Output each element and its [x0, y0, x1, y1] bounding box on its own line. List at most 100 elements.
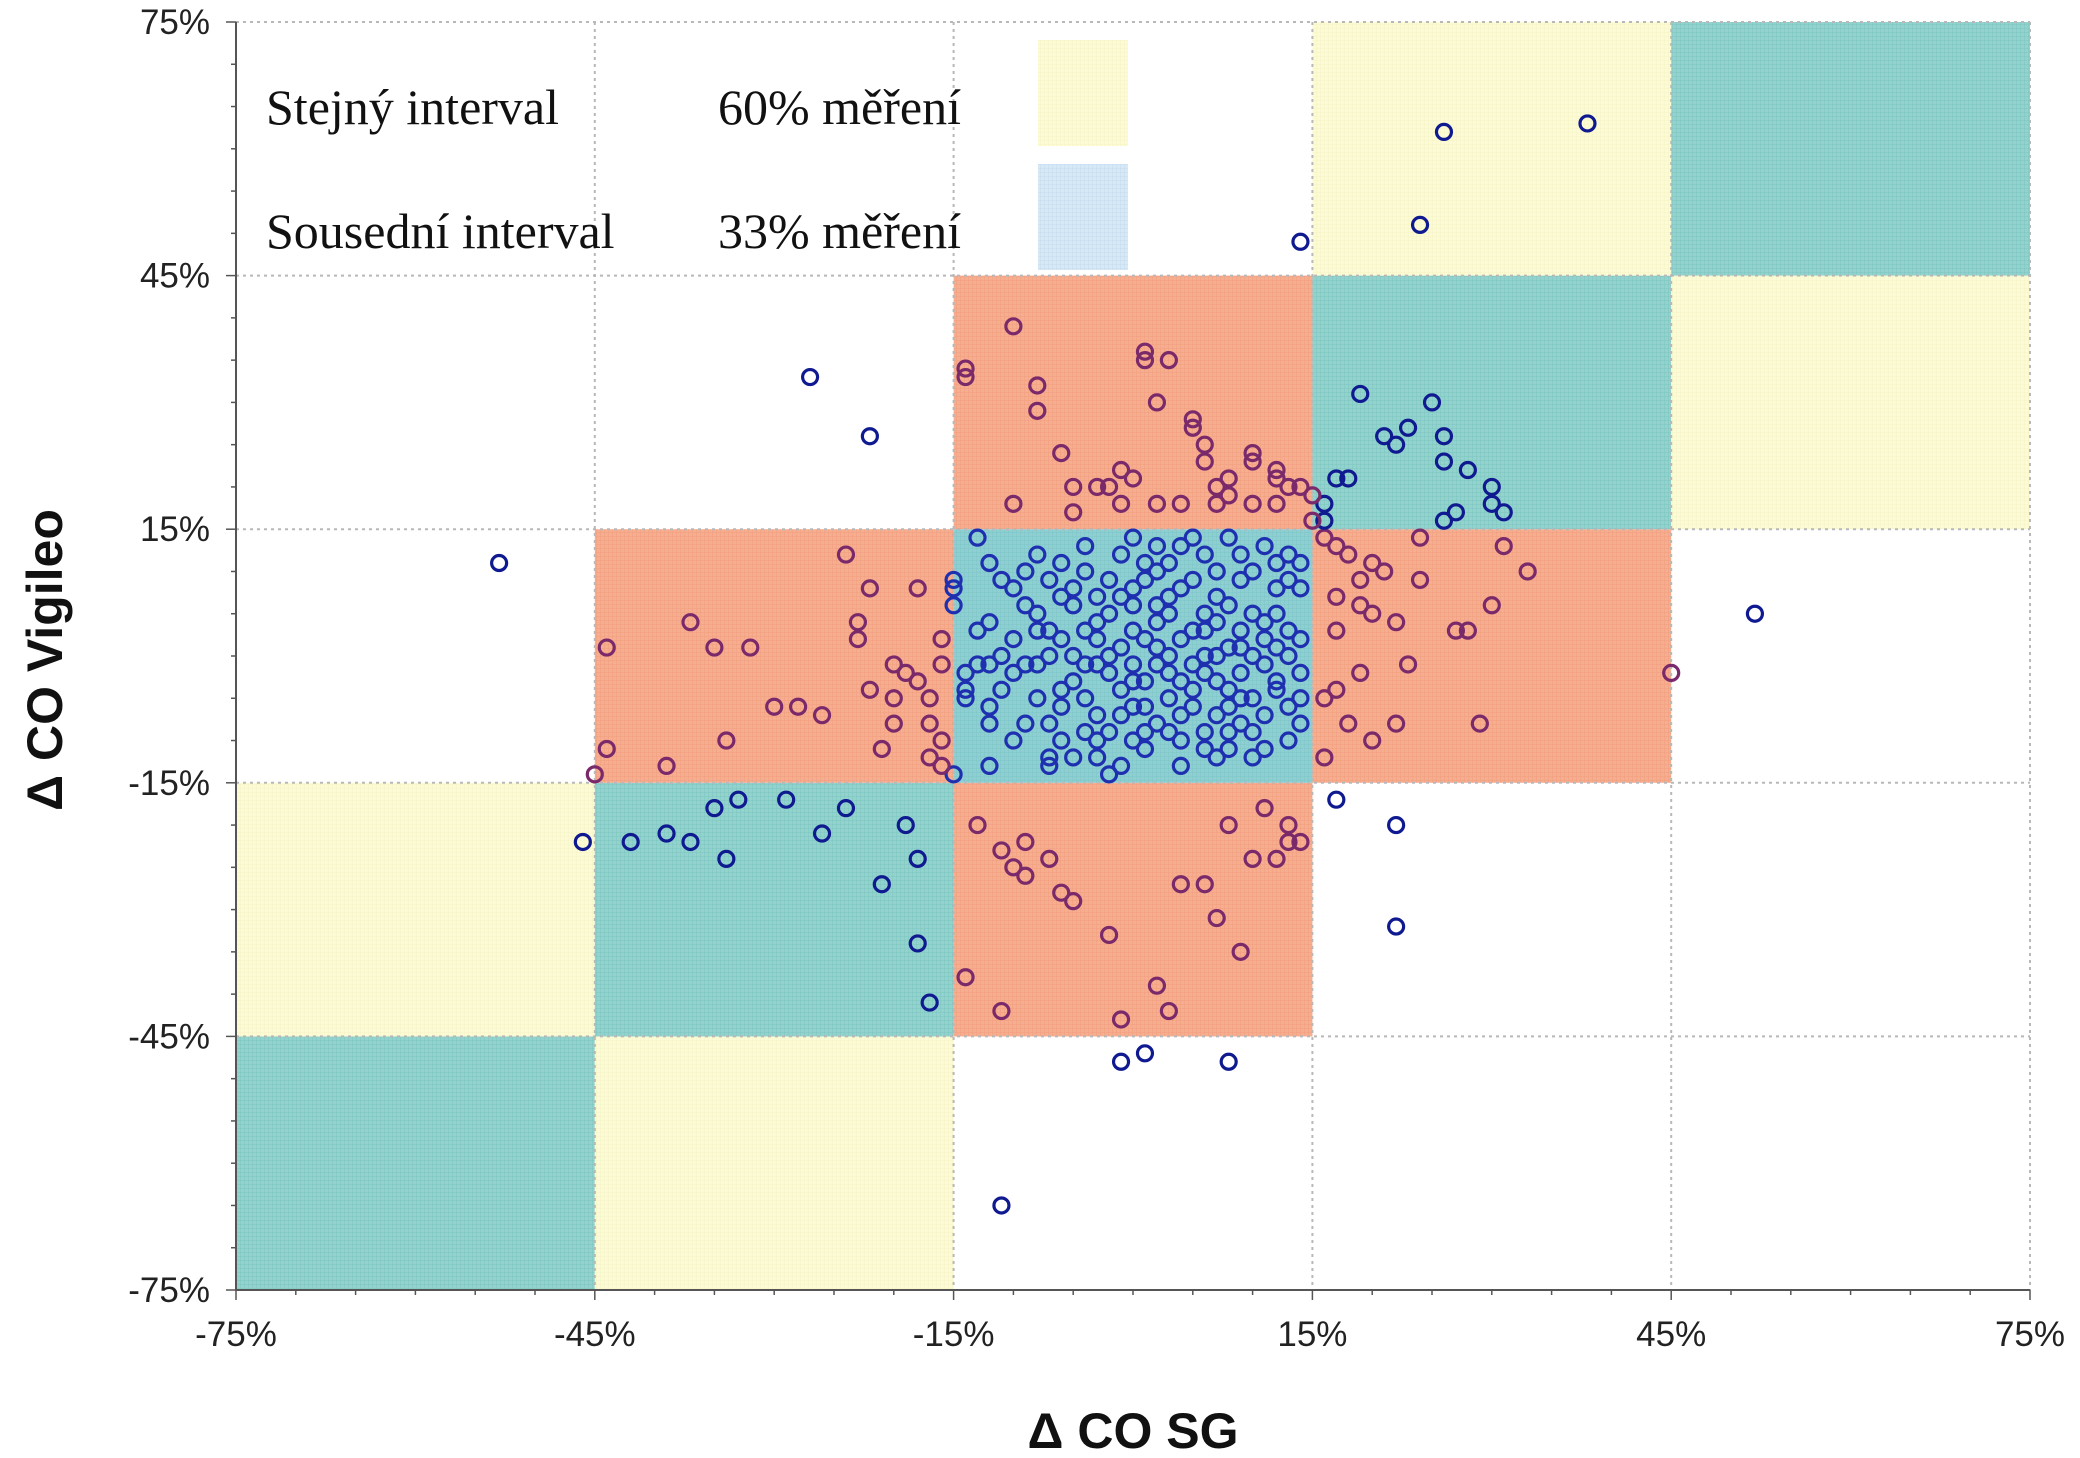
data-point-260 [1267, 553, 1286, 573]
data-point-119 [1219, 815, 1238, 835]
data-point-11 [1064, 477, 1083, 497]
data-point-310 [980, 714, 999, 733]
data-point-221 [1231, 621, 1250, 640]
data-point-160 [1482, 477, 1501, 497]
data-point-193 [1123, 697, 1143, 716]
data-point-18 [1147, 393, 1167, 412]
data-point-306 [1207, 672, 1226, 691]
data-point-187 [1088, 655, 1107, 674]
data-point-156 [1434, 427, 1454, 446]
data-point-96 [1398, 655, 1418, 674]
data-point-60 [920, 714, 939, 733]
data-point-261 [1279, 570, 1298, 590]
data-point-286 [1123, 528, 1143, 547]
data-point-249 [1052, 553, 1071, 573]
data-point-258 [1231, 545, 1250, 564]
data-point-104 [1052, 883, 1071, 902]
data-point-211 [1183, 621, 1202, 640]
data-point-82 [1434, 511, 1454, 530]
data-point-182 [1064, 646, 1083, 666]
x-tick-label-3: 15% [1277, 1315, 1347, 1354]
data-point-87 [1494, 537, 1513, 556]
data-point-108 [1159, 1001, 1178, 1021]
data-point-216 [1207, 613, 1226, 632]
x-tick-label-0: -75% [195, 1315, 277, 1354]
data-point-144 [956, 968, 975, 987]
data-point-146 [872, 739, 891, 759]
data-point-331 [1099, 722, 1119, 742]
y-tick-label-1: -45% [128, 1017, 210, 1056]
data-point-57 [884, 714, 903, 733]
data-point-269 [1219, 739, 1238, 759]
data-point-277 [1183, 570, 1202, 590]
data-point-20 [1183, 410, 1202, 429]
data-point-265 [1040, 748, 1059, 767]
data-point-335 [1279, 731, 1298, 750]
x-tick-label-4: 45% [1636, 1315, 1706, 1354]
region-adjacent-12 [1671, 22, 2030, 276]
data-point-173 [1745, 604, 1765, 623]
data-point-225 [1255, 655, 1274, 674]
data-point-316 [1111, 706, 1131, 725]
data-point-27 [1219, 469, 1238, 488]
data-point-14 [1111, 460, 1131, 480]
data-point-90 [1327, 621, 1346, 640]
y-tick-label-0: -75% [128, 1271, 210, 1310]
data-point-1 [860, 427, 879, 446]
data-point-134 [717, 849, 736, 868]
data-point-176 [1387, 917, 1406, 936]
data-point-62 [944, 596, 963, 615]
data-point-329 [1004, 731, 1023, 750]
data-point-272 [1064, 672, 1083, 691]
data-point-201 [1147, 655, 1167, 674]
data-point-280 [1255, 613, 1274, 632]
region-neighbor-8 [953, 275, 1313, 530]
data-point-170 [1410, 215, 1430, 234]
data-point-196 [1123, 596, 1143, 615]
data-point-300 [1016, 655, 1035, 674]
data-point-114 [1243, 849, 1262, 868]
data-point-126 [884, 655, 903, 674]
data-point-233 [1004, 663, 1023, 683]
data-point-105 [1064, 892, 1083, 911]
data-point-298 [1267, 604, 1286, 623]
data-point-75 [1351, 596, 1370, 615]
data-point-326 [1195, 621, 1214, 640]
data-point-163 [1303, 511, 1322, 530]
region-adjacent-9 [1312, 275, 1672, 530]
data-point-312 [956, 689, 975, 708]
data-point-66 [920, 748, 939, 767]
data-point-304 [1135, 722, 1155, 742]
data-point-56 [884, 689, 903, 708]
data-point-271 [1028, 655, 1047, 674]
data-point-164 [1303, 486, 1322, 505]
data-point-235 [1016, 714, 1035, 733]
data-point-84 [1458, 621, 1477, 640]
data-point-328 [1267, 579, 1286, 598]
data-point-281 [1267, 680, 1286, 699]
region-same-10 [1671, 275, 2030, 530]
data-point-139 [872, 875, 891, 894]
data-point-255 [1171, 537, 1190, 556]
legend-value-same: 60% měření [718, 79, 961, 135]
data-point-245 [1231, 714, 1250, 733]
data-point-78 [1375, 562, 1394, 581]
data-point-35 [1147, 494, 1167, 513]
y-tick-label-3: 15% [140, 510, 210, 549]
data-point-309 [1291, 714, 1310, 733]
data-point-322 [1028, 689, 1047, 708]
data-point-137 [812, 824, 832, 843]
data-point-218 [1219, 638, 1238, 657]
data-point-190 [1099, 604, 1119, 623]
data-point-88 [1518, 562, 1537, 581]
data-point-32 [1279, 477, 1298, 497]
data-point-305 [1171, 706, 1190, 725]
data-point-247 [1016, 562, 1035, 581]
data-point-301 [1040, 621, 1059, 640]
data-point-226 [1255, 629, 1274, 649]
data-point-207 [1171, 629, 1190, 649]
data-point-175 [1387, 815, 1406, 835]
data-point-151 [1351, 384, 1370, 404]
data-point-80 [1410, 528, 1430, 547]
